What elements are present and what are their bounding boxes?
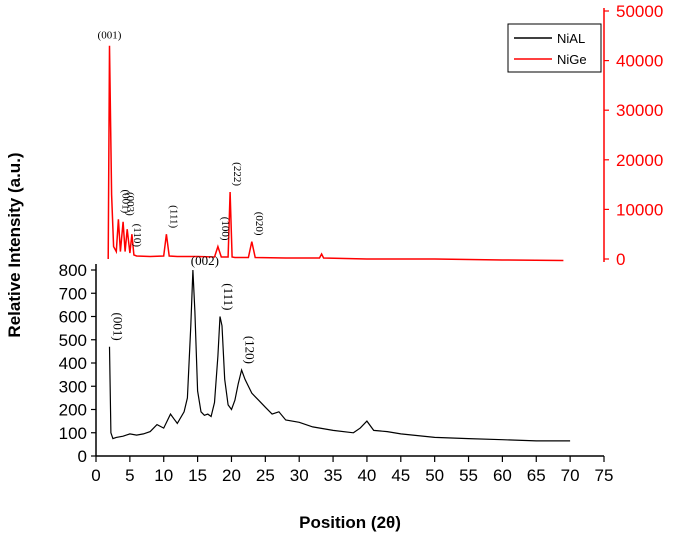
right-y-tick-label: 0: [616, 250, 625, 269]
peak-label: (100): [219, 217, 231, 241]
x-tick-label: 60: [493, 466, 512, 485]
x-tick-label: 70: [561, 466, 580, 485]
peak-label: (002): [191, 253, 219, 268]
peak-label: (001): [98, 30, 122, 42]
left-y-tick-label: 200: [59, 401, 87, 420]
right-y-tick-label: 40000: [616, 52, 663, 71]
peak-label: (001): [111, 313, 126, 341]
x-tick-label: 65: [527, 466, 546, 485]
legend-label-nial: NiAL: [557, 31, 585, 46]
x-tick-label: 10: [154, 466, 173, 485]
peak-label: (003): [124, 192, 136, 216]
x-tick-label: 0: [91, 466, 100, 485]
right-y-tick-label: 50000: [616, 2, 663, 21]
peak-label: (222): [231, 162, 243, 186]
left-y-tick-label: 700: [59, 284, 87, 303]
legend: NiAL NiGe: [507, 23, 602, 73]
peak-annotations: (001)(002)(111)(120)(001)(001)(003)(110)…: [98, 30, 265, 364]
nige-series-line: [107, 45, 564, 262]
x-ticks: 0 5 10 15 20 25 30 35 40 45 50 55 60 65 70 75: [91, 456, 613, 485]
peak-label: (111): [221, 283, 236, 310]
legend-label-nige: NiGe: [557, 52, 587, 67]
right-y-tick-label: 10000: [616, 200, 663, 219]
x-tick-label: 20: [222, 466, 241, 485]
left-y-tick-label: 800: [59, 261, 87, 280]
left-y-tick-label: 400: [59, 354, 87, 373]
x-tick-label: 15: [188, 466, 207, 485]
peak-label: (111): [167, 205, 179, 228]
left-y-tick-label: 0: [78, 447, 87, 466]
peak-label: (001): [119, 189, 131, 213]
nial-series-line: [108, 269, 571, 442]
left-y-tick-label: 600: [59, 308, 87, 327]
left-y-tick-label: 500: [59, 331, 87, 350]
x-tick-label: 55: [459, 466, 478, 485]
peak-label: (020): [253, 212, 265, 236]
x-tick-label: 45: [391, 466, 410, 485]
x-tick-label: 5: [125, 466, 134, 485]
x-tick-label: 35: [324, 466, 343, 485]
x-tick-label: 30: [290, 466, 309, 485]
left-y-tick-label: 100: [59, 424, 87, 443]
x-tick-label: 50: [425, 466, 444, 485]
x-tick-label: 40: [357, 466, 376, 485]
right-y-tick-label: 20000: [616, 151, 663, 170]
x-axis-title: Position (2θ): [299, 513, 401, 532]
peak-label: (120): [243, 336, 258, 364]
peak-label: (110): [131, 224, 143, 248]
y-axis-title: Relative Intensity (a.u.): [5, 152, 24, 337]
x-tick-label: 75: [595, 466, 614, 485]
left-y-tick-label: 300: [59, 377, 87, 396]
legend-box: [507, 23, 602, 73]
right-y-tick-label: 30000: [616, 101, 663, 120]
x-tick-label: 25: [256, 466, 275, 485]
left-y-ticks: 0 100 200 300 400 500 600 700 800: [59, 261, 96, 466]
right-y-ticks: 0 10000 20000 30000 40000 50000: [604, 2, 663, 269]
